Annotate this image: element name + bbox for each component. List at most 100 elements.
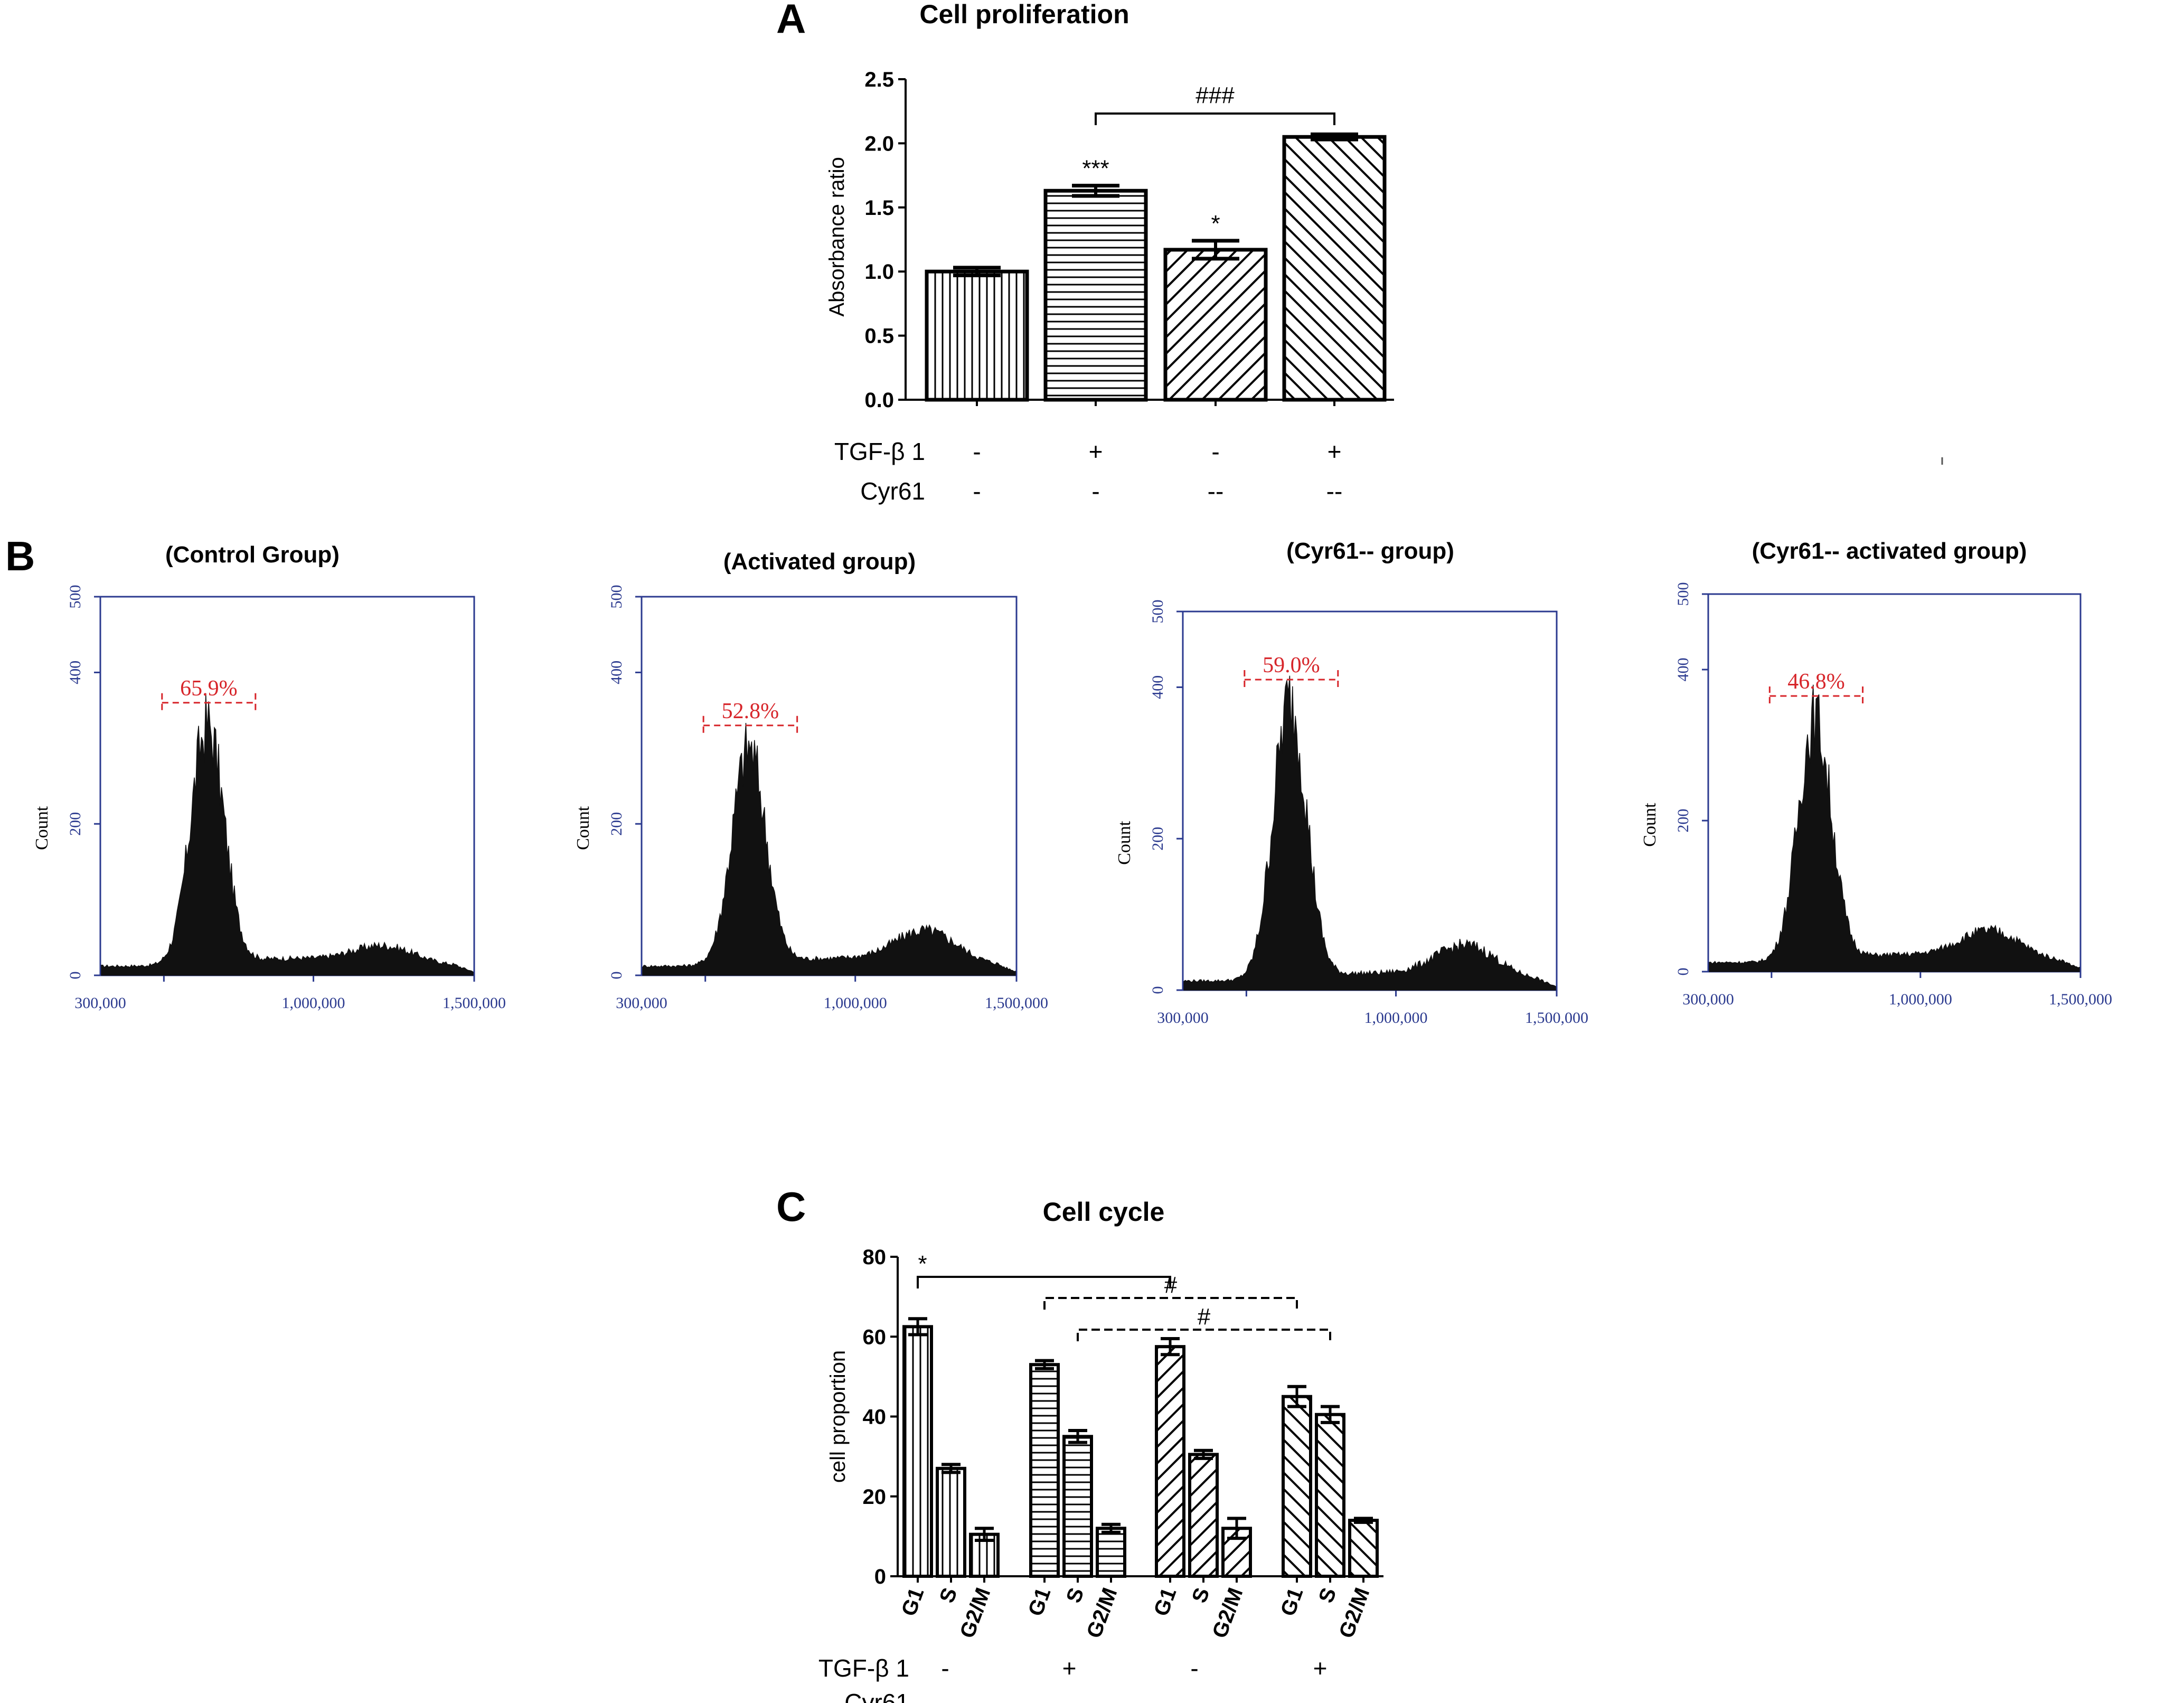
gate-marker (702, 716, 798, 735)
histogram-panel: (Control Group) 0 200 400 500 Count 300,000 1,0… (32, 542, 506, 1012)
significance-label: * (1211, 211, 1220, 237)
significance-bracket (917, 1276, 1171, 1288)
phase-label: G1 (1024, 1585, 1056, 1619)
phase-label: S (1062, 1585, 1088, 1606)
bar (925, 269, 1029, 402)
treatment-sign: + (1328, 438, 1342, 465)
histogram-panel: (Cyr61-- activated group) 0 200 400 500 Count… (1640, 538, 2112, 1008)
y-axis-label: Absorbance ratio (825, 157, 849, 316)
gate-percentage: 59.0% (1263, 653, 1320, 678)
phase-label: S (1314, 1585, 1341, 1606)
y-tick-label: 200 (67, 812, 84, 836)
bar (1188, 1453, 1219, 1578)
x-tick-label: 1,000,000 (1889, 991, 1952, 1008)
histogram-title: (Activated group) (723, 549, 916, 575)
gate-marker (1768, 686, 1864, 706)
treatment-sign: + (1089, 438, 1103, 465)
treatment-label: Cyr61 (860, 477, 925, 505)
histogram-title: (Cyr61-- group) (1286, 538, 1454, 564)
y-tick-label: 400 (608, 661, 625, 684)
y-tick-label: 0 (67, 972, 84, 980)
phase-label: G1 (897, 1585, 929, 1619)
x-tick-label: 1,000,000 (824, 994, 887, 1012)
bar (902, 1325, 933, 1578)
histogram-distribution (1709, 684, 2080, 972)
phase-label: G1 (1276, 1585, 1308, 1619)
panel-c: C Cell cycle 0 20 40 60 80 cell proportion G1 S… (776, 1183, 1383, 1703)
plot-frame (641, 596, 1018, 976)
x-tick-label: 1,500,000 (2049, 991, 2112, 1008)
bar (1163, 248, 1268, 402)
y-tick-label: 500 (608, 585, 625, 609)
treatment-sign: - (973, 438, 981, 465)
bracket-label: # (1164, 1272, 1178, 1298)
bracket-label: ### (1195, 82, 1235, 108)
y-axis-label: Count (32, 806, 52, 850)
histogram-distribution (642, 722, 1016, 976)
histogram-panel: (Cyr61-- group) 0 200 400 500 Count 300,000 1,0… (1115, 538, 1588, 1027)
x-tick-label: 1,000,000 (1364, 1009, 1428, 1027)
y-tick-label: 400 (1674, 658, 1692, 682)
bracket-label: # (1198, 1304, 1211, 1330)
gate-percentage: 52.8% (722, 699, 779, 723)
y-axis-label: cell proportion (826, 1350, 850, 1483)
treatment-sign: -- (1187, 1689, 1203, 1703)
gate-percentage: 65.9% (180, 676, 238, 701)
gate-marker (161, 693, 257, 712)
y-tick-label: 200 (608, 812, 625, 836)
bar (1315, 1413, 1345, 1578)
y-axis-label: Count (573, 806, 593, 850)
x-tick-label: 300,000 (1157, 1009, 1209, 1027)
panel-label-b: B (5, 533, 35, 579)
bar (1062, 1435, 1093, 1578)
panel-label-a: A (776, 0, 806, 42)
y-tick-label: 0 (1149, 986, 1166, 994)
x-tick-label: 1,500,000 (985, 994, 1048, 1012)
treatment-label: TGF-β 1 (818, 1654, 909, 1682)
treatment-sign: - (1190, 1654, 1198, 1682)
treatment-sign: - (941, 1654, 949, 1682)
treatment-sign: -- (1312, 1689, 1329, 1703)
chart-a-title: Cell proliferation (919, 0, 1129, 29)
y-tick-label: 1.5 (864, 196, 894, 220)
phase-label: S (1188, 1585, 1214, 1606)
x-tick-label: 300,000 (74, 994, 126, 1012)
panel-b: B (Control Group) 0 200 400 500 Count 300,000 1… (5, 533, 2112, 1027)
y-tick-label: 500 (1149, 600, 1166, 624)
bar (1348, 1519, 1379, 1578)
y-tick-label: 0.0 (864, 389, 894, 412)
y-tick-label: 60 (863, 1325, 887, 1349)
y-axis-label: Count (1640, 803, 1660, 847)
plot-frame (99, 596, 475, 976)
y-tick-label: 20 (863, 1485, 887, 1509)
histogram-distribution (1183, 675, 1556, 991)
treatment-label: TGF-β 1 (834, 438, 925, 465)
phase-label: G1 (1150, 1585, 1181, 1619)
y-tick-label: 500 (1674, 582, 1692, 606)
bar (1096, 1527, 1126, 1578)
bar (1029, 1363, 1060, 1578)
gate-marker (1244, 670, 1339, 690)
treatment-sign: - (941, 1689, 949, 1703)
plot-frame (1182, 610, 1558, 991)
y-tick-label: 1.0 (864, 260, 894, 284)
y-tick-label: 2.5 (864, 68, 894, 91)
significance-bracket (1095, 112, 1335, 125)
x-tick-label: 300,000 (616, 994, 667, 1012)
x-tick-label: 1,500,000 (1525, 1009, 1588, 1027)
histogram-title: (Cyr61-- activated group) (1752, 538, 2027, 564)
bar (1282, 1395, 1312, 1578)
gate-percentage: 46.8% (1787, 670, 1845, 694)
bar (1155, 1345, 1185, 1578)
significance-bracket (1043, 1297, 1298, 1310)
phase-label: S (935, 1585, 962, 1606)
y-tick-label: 80 (863, 1246, 887, 1269)
y-tick-label: 200 (1674, 809, 1692, 833)
y-tick-label: 400 (1149, 675, 1166, 699)
significance-label: *** (1082, 156, 1109, 182)
plot-frame (1707, 593, 2082, 973)
treatment-sign: - (1211, 438, 1219, 465)
y-tick-label: 0.5 (864, 325, 894, 348)
treatment-sign: - (1091, 477, 1099, 505)
